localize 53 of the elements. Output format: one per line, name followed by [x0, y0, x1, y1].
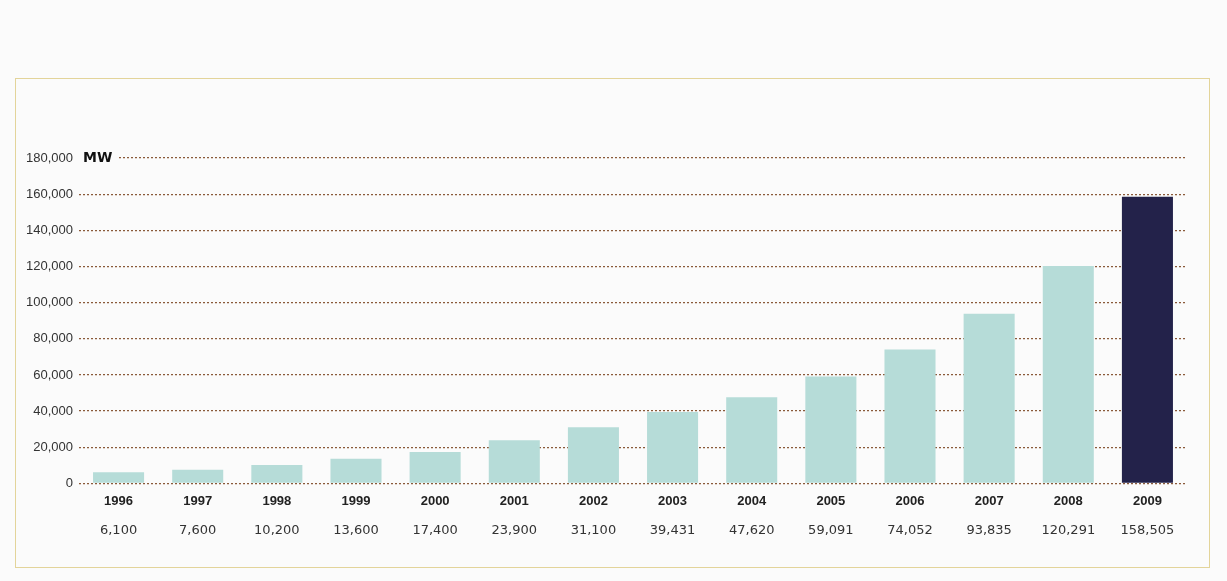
x-tick-label: 2007 — [974, 492, 1004, 508]
x-tick-label: 2009 — [1132, 492, 1162, 508]
bar — [172, 469, 224, 483]
bar — [567, 427, 619, 483]
x-tick-label: 1998 — [262, 492, 292, 508]
x-tick-label: 2002 — [578, 492, 608, 508]
x-tick-label: 1999 — [341, 492, 371, 508]
data-label: 23,900 — [491, 521, 538, 537]
y-tick-label: 120,000 — [25, 258, 73, 274]
y-axis-title: MW — [82, 148, 113, 165]
bar — [726, 397, 778, 483]
data-label: 59,091 — [808, 521, 854, 537]
x-tick-label: 2001 — [499, 492, 529, 508]
data-label: 31,100 — [570, 521, 617, 537]
x-tick-label: 2003 — [658, 492, 688, 508]
y-tick-label: 0 — [65, 474, 73, 490]
bar — [963, 313, 1015, 483]
x-tick-label: 1996 — [104, 492, 134, 508]
x-tick-label: 2005 — [816, 492, 846, 508]
data-label: 47,620 — [728, 521, 775, 537]
y-tick-label: 100,000 — [25, 294, 73, 310]
y-tick-label: 180,000 — [25, 149, 73, 165]
data-label: 39,431 — [649, 521, 696, 537]
y-tick-label: 160,000 — [25, 185, 73, 201]
data-label: 120,291 — [1041, 521, 1096, 537]
bar — [488, 440, 540, 483]
bar — [251, 464, 303, 483]
data-label: 13,600 — [333, 521, 379, 537]
y-tick-label: 60,000 — [33, 366, 73, 382]
bar — [805, 376, 857, 483]
bar — [330, 458, 382, 483]
y-tick-label: 80,000 — [33, 330, 73, 346]
data-label: 17,400 — [412, 521, 458, 537]
y-tick-label: 40,000 — [33, 402, 73, 418]
x-tick-label: 2008 — [1053, 492, 1083, 508]
bar — [647, 412, 699, 483]
data-label: 7,600 — [179, 521, 217, 537]
data-label: 6,100 — [99, 521, 138, 537]
x-tick-label: 2000 — [420, 492, 450, 508]
bar — [93, 472, 145, 483]
bar — [409, 451, 461, 483]
bar — [884, 349, 936, 483]
data-label: 93,835 — [966, 521, 1012, 537]
x-tick-label: 1997 — [183, 492, 213, 508]
x-tick-label: 2006 — [895, 492, 925, 508]
bar — [1121, 196, 1173, 483]
data-label: 158,505 — [1120, 521, 1175, 537]
y-tick-label: 140,000 — [25, 221, 73, 237]
bar — [1042, 265, 1094, 483]
x-tick-label: 2004 — [737, 492, 767, 508]
data-label: 74,052 — [887, 521, 933, 537]
y-tick-label: 20,000 — [33, 438, 73, 454]
data-label: 10,200 — [254, 521, 300, 537]
